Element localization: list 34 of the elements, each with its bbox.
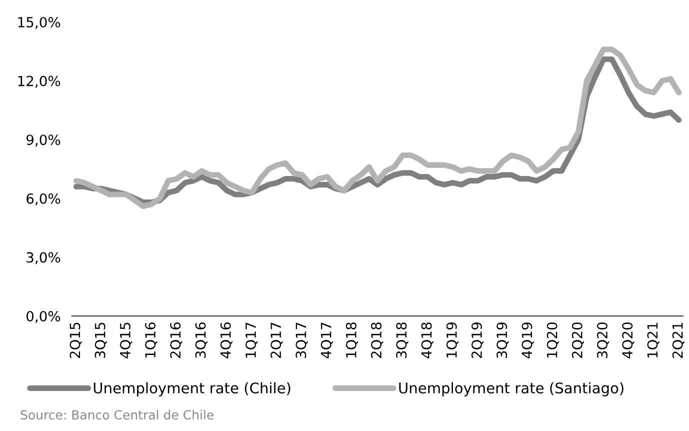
x-tick-label: 2Q18	[371, 322, 384, 358]
x-tick-label: 4Q18	[421, 322, 434, 358]
x-tick-label: 1Q17	[245, 322, 258, 358]
x-tick-label: 4Q20	[622, 322, 634, 358]
x-tick-label: 2Q16	[170, 322, 182, 358]
y-tick-label: 15,0%	[18, 16, 60, 29]
y-tick-label: 0,0%	[26, 310, 60, 323]
y-tick-label: 12,0%	[18, 76, 60, 88]
x-tick-label: 1Q20	[546, 322, 559, 358]
x-tick-label: 1Q19	[446, 322, 458, 358]
x-tick-label: 4Q19	[522, 322, 534, 358]
x-tick-label: 3Q18	[396, 322, 408, 358]
x-tick-label: 4Q15	[120, 322, 132, 358]
x-tick-label: 2Q20	[572, 322, 584, 358]
y-tick-label: 9,0%	[26, 134, 60, 146]
y-tick-label: 3,0%	[26, 252, 60, 264]
x-tick-label: 1Q16	[145, 322, 158, 358]
x-tick-label: 2Q19	[471, 322, 484, 358]
x-tick-label: 2Q17	[270, 322, 283, 358]
x-tick-label: 4Q17	[320, 322, 333, 358]
x-tick-label: 2Q15	[70, 322, 82, 358]
x-tick-label: 3Q19	[496, 322, 509, 358]
source-note: Source: Banco Central de Chile	[20, 410, 214, 420]
x-tick-label: 3Q16	[195, 322, 208, 358]
x-tick-label: 3Q17	[296, 322, 308, 358]
x-tick-label: 4Q16	[220, 322, 232, 358]
y-tick-label: 6,0%	[26, 193, 60, 206]
x-tick-label: 3Q15	[94, 322, 107, 358]
x-tick-label: 2Q21	[672, 322, 684, 358]
x-tick-label: 1Q21	[647, 322, 660, 358]
x-tick-label: 3Q20	[597, 322, 610, 358]
legend-label: Unemployment rate (Santiago)	[399, 382, 624, 396]
x-tick-label: 1Q18	[346, 322, 358, 358]
legend-label: Unemployment rate (Chile)	[94, 382, 290, 396]
